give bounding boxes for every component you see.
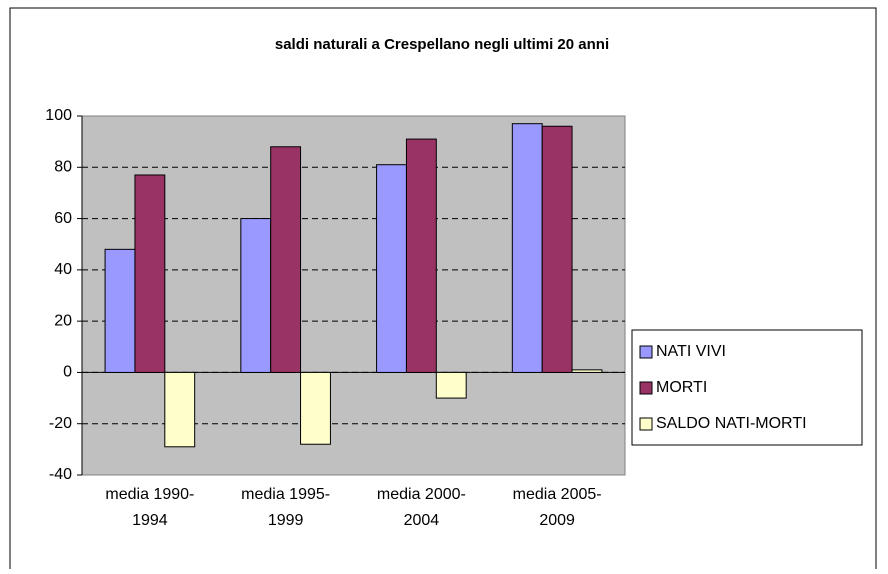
bar <box>300 371 331 445</box>
legend-label: NATI VIVI <box>656 343 726 360</box>
x-tick-label-line: 1999 <box>268 512 304 529</box>
x-tick-label: media 1990- 1994 <box>105 486 194 529</box>
bar <box>134 174 166 373</box>
x-tick-label-line: media 1990- <box>105 486 194 503</box>
x-tick-label-line: media 1995- <box>241 486 330 503</box>
x-tick-label-line: media 2000- <box>377 486 466 503</box>
y-tick-label: 100 <box>45 107 72 124</box>
x-tick-label-line: media 2005- <box>513 486 602 503</box>
y-tick-label: -40 <box>49 466 72 483</box>
y-tick-label: 60 <box>54 210 72 227</box>
bar <box>541 125 573 373</box>
legend-label: MORTI <box>656 379 707 396</box>
bar <box>571 369 603 373</box>
bar <box>511 123 543 373</box>
legend-swatch <box>639 345 653 359</box>
y-tick-label: -20 <box>49 415 72 432</box>
x-tick-label: media 2000- 2004 <box>377 486 466 529</box>
y-tick-label: 20 <box>54 312 72 329</box>
chart-title: saldi naturali a Crespellano negli ultim… <box>275 36 609 53</box>
x-tick-label-line: 2004 <box>404 512 440 529</box>
bar <box>435 371 467 399</box>
y-tick-label: 40 <box>54 261 72 278</box>
x-tick-label-line: 2009 <box>539 512 575 529</box>
x-tick-label: media 1995- 1999 <box>241 486 330 529</box>
y-tick-label: 0 <box>63 364 72 381</box>
bar <box>164 371 196 448</box>
x-tick-label: media 2005- 2009 <box>513 486 602 529</box>
bar <box>376 164 407 373</box>
bar <box>405 138 437 373</box>
bar <box>104 248 136 373</box>
x-tick-label-line: 1994 <box>132 512 168 529</box>
legend-swatch <box>639 381 653 395</box>
legend <box>631 329 863 446</box>
y-tick-label: 80 <box>54 159 72 176</box>
legend-swatch <box>639 417 653 431</box>
legend-label: SALDO NATI-MORTI <box>656 415 807 432</box>
bar <box>240 218 272 373</box>
bar <box>270 146 302 373</box>
